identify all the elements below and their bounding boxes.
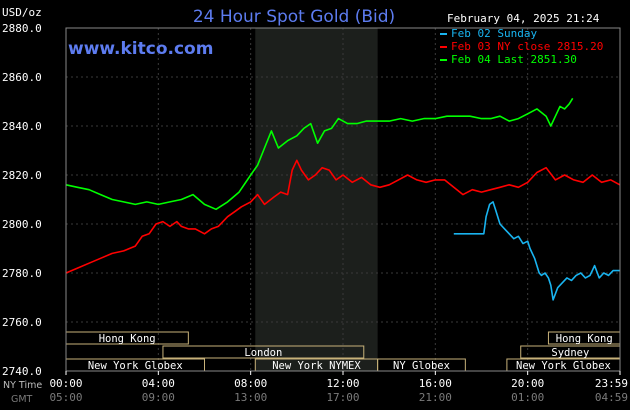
- x-axis-row-label-ny: NY Time: [3, 380, 42, 391]
- y-tick-label: 2820.0: [2, 169, 42, 182]
- chart-date: February 04, 2025 21:24: [447, 12, 600, 25]
- y-tick-label: 2780.0: [2, 267, 42, 280]
- y-tick-label: 2860.0: [2, 71, 42, 84]
- y-tick-label: 2840.0: [2, 120, 42, 133]
- x-tick-label-gmt: 09:00: [142, 391, 175, 404]
- session-label: New York Globex: [88, 360, 183, 372]
- y-tick-label: 2760.0: [2, 316, 42, 329]
- y-tick-label: 2740.0: [2, 365, 42, 378]
- series-line-2: [65, 159, 621, 274]
- session-box: [162, 345, 365, 359]
- legend-entry-1: Feb 02 Sunday: [451, 27, 537, 40]
- session-label: Hong Kong: [99, 333, 156, 345]
- x-tick-label-ny: 12:00: [326, 377, 359, 390]
- series-line-1: [453, 201, 620, 301]
- y-unit-label: USD/oz: [2, 6, 42, 19]
- x-tick-label-ny: 00:00: [49, 377, 82, 390]
- x-tick-label-gmt: 05:00: [49, 391, 82, 404]
- x-tick-label-gmt: 13:00: [234, 391, 267, 404]
- legend-entry-2: Feb 03 NY close 2815.20: [451, 40, 603, 53]
- website-label: www.kitco.com: [68, 39, 213, 59]
- x-tick-label-gmt: 21:00: [419, 391, 452, 404]
- x-tick-label-ny: 04:00: [142, 377, 175, 390]
- y-tick-label: 2880.0: [2, 22, 42, 35]
- x-tick-label-ny: 23:59: [595, 377, 628, 390]
- x-tick-label-gmt: 17:00: [326, 391, 359, 404]
- session-label: New York Globex: [516, 360, 611, 372]
- x-axis-row-label-gmt: GMT: [11, 394, 33, 405]
- x-tick-label-ny: 16:00: [419, 377, 452, 390]
- chart-title: 24 Hour Spot Gold (Bid): [193, 7, 395, 27]
- x-tick-label-ny: 08:00: [234, 377, 267, 390]
- series-line-3: [65, 97, 574, 211]
- x-tick-label-gmt: 04:59: [595, 391, 628, 404]
- session-label: Sydney: [551, 347, 589, 359]
- session-label: New York NYMEX: [272, 360, 361, 372]
- session-label: Hong Kong: [556, 333, 613, 345]
- session-label: London: [244, 347, 282, 359]
- x-tick-label-ny: 20:00: [511, 377, 544, 390]
- legend-entry-3: Feb 04 Last 2851.30: [451, 53, 577, 66]
- nymex-session-shade: [255, 28, 378, 371]
- x-tick-label-gmt: 01:00: [511, 391, 544, 404]
- y-tick-label: 2800.0: [2, 218, 42, 231]
- session-label: NY Globex: [393, 360, 450, 372]
